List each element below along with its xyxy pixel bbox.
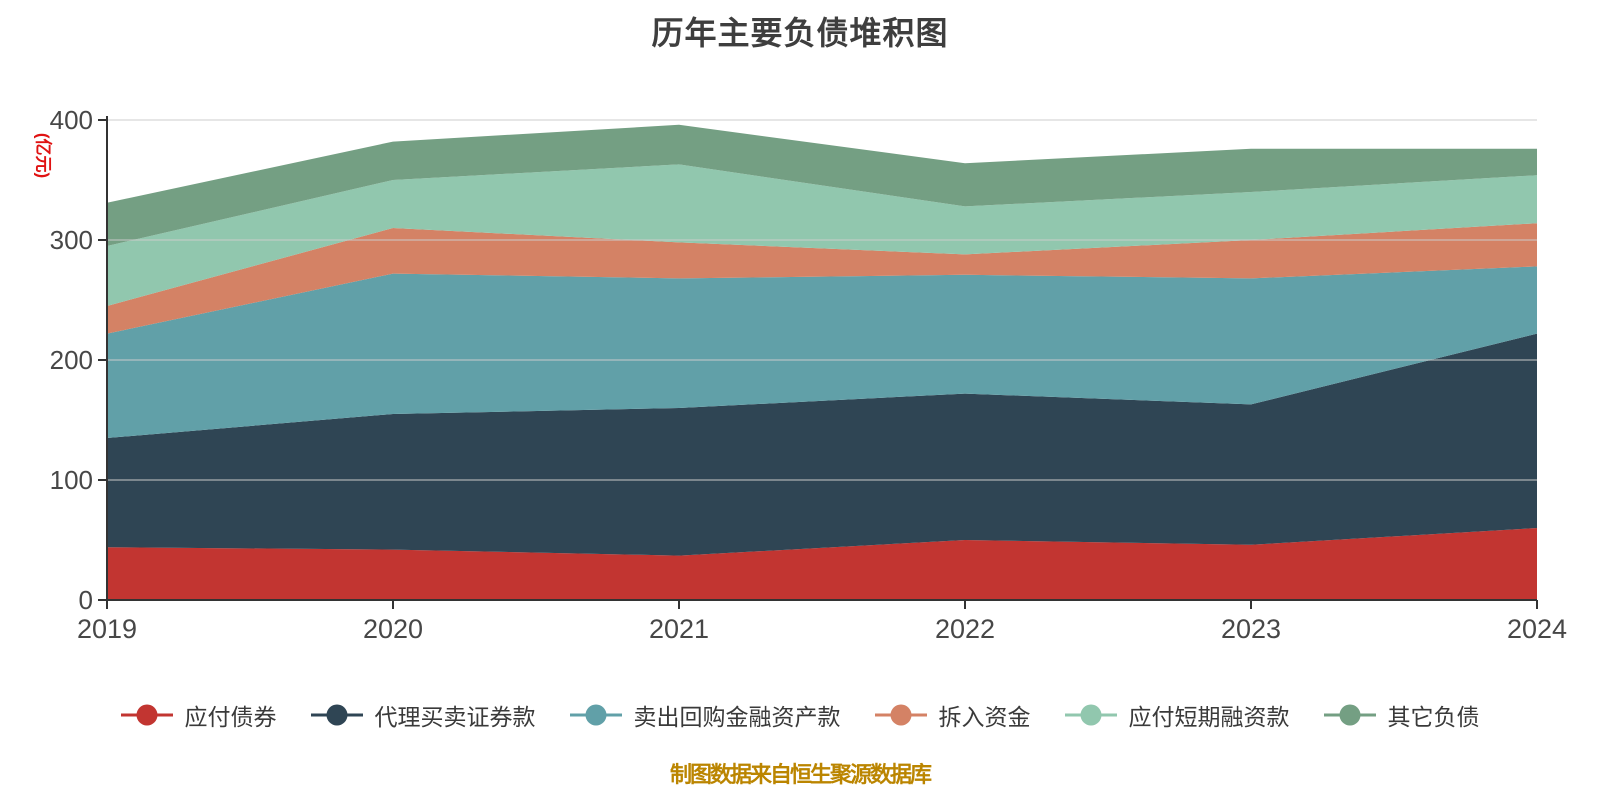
area-series-0: [107, 528, 1537, 600]
x-tick-label: 2022: [935, 614, 995, 644]
data-source-note: 制图数据来自恒生聚源数据库: [669, 762, 932, 787]
legend-item-1[interactable]: 代理买卖证券款: [310, 698, 536, 732]
legend-item-3[interactable]: 拆入资金: [874, 698, 1031, 732]
x-tick-label: 2023: [1221, 614, 1281, 644]
x-tick-label: 2024: [1507, 614, 1567, 644]
legend-item-5[interactable]: 其它负债: [1323, 698, 1480, 732]
legend-marker-icon: [120, 704, 173, 726]
legend-marker-icon: [310, 704, 363, 726]
x-tick-label: 2019: [77, 614, 137, 644]
legend-item-2[interactable]: 卖出回购金融资产款: [569, 698, 841, 732]
y-tick-label: 200: [50, 345, 93, 375]
legend-item-label: 代理买卖证券款: [374, 704, 536, 730]
legend-item-label: 其它负债: [1387, 704, 1480, 730]
area-series-4: [107, 164, 1537, 306]
y-tick-label: 400: [50, 105, 93, 135]
x-tick-label: 2020: [363, 614, 423, 644]
x-tick-label: 2021: [649, 614, 709, 644]
stacked-area-plot: 0 100 200 300 400 2019 2020 2021 2022 2023 2024: [50, 105, 1567, 644]
legend-item-label: 卖出回购金融资产款: [633, 704, 841, 730]
legend-marker-icon: [874, 704, 927, 726]
legend-item-0[interactable]: 应付债券: [120, 698, 277, 732]
legend: 应付债券 代理买卖证券款 卖出回购金融资产款 拆入资金 应付短期融资款 其它负债: [0, 698, 1600, 732]
legend-marker-icon: [1064, 704, 1117, 726]
legend-marker-icon: [1323, 704, 1376, 726]
legend-item-label: 应付短期融资款: [1128, 704, 1290, 730]
area-series-5: [107, 124, 1537, 246]
area-series-2: [107, 266, 1537, 438]
y-tick-label: 0: [79, 585, 93, 615]
y-tick-label: 300: [50, 225, 93, 255]
y-tick-label: 100: [50, 465, 93, 495]
legend-item-label: 拆入资金: [938, 704, 1031, 730]
area-series-3: [107, 223, 1537, 334]
chart-title: 历年主要负债堆积图: [651, 15, 949, 51]
legend-item-label: 应付债券: [184, 704, 277, 730]
area-series-1: [107, 333, 1537, 556]
legend-item-4[interactable]: 应付短期融资款: [1064, 698, 1290, 732]
legend-marker-icon: [569, 704, 622, 726]
